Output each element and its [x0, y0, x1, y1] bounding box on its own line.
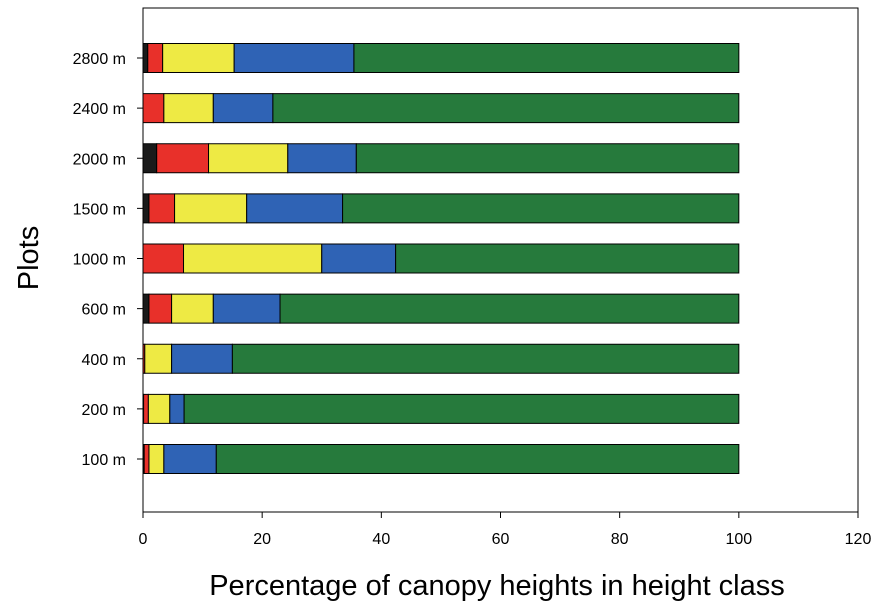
bar-segment-1-2: [143, 444, 150, 474]
bar-segment-6-4: [246, 193, 344, 224]
bars-layer: [142, 43, 740, 474]
bar-segment-8-4: [212, 93, 274, 124]
bar-segment-4-4: [212, 293, 281, 324]
bar-segment-1-3: [148, 444, 165, 474]
bar-segment-9-3: [162, 43, 235, 73]
bar-segment-7-4: [287, 143, 357, 174]
bar-segment-6-1: [142, 193, 150, 224]
bar-segment-6-3: [174, 193, 248, 224]
y-tick-label: 2000 m: [73, 151, 126, 168]
bar-segment-4-5: [279, 293, 740, 324]
bar-segment-5-2: [142, 243, 185, 274]
bar-segment-7-5: [355, 143, 740, 174]
y-axis: 100 m 200 m 400 m 600 m 1000 m 1500 m 2000 m 24…: [73, 51, 143, 469]
bar-segment-7-1: [142, 143, 158, 174]
y-tick-label: 1500 m: [73, 201, 126, 218]
y-tick-label: 400 m: [82, 352, 126, 369]
bar-segment-5-4: [321, 243, 397, 274]
bar-segment-3-3: [144, 343, 173, 374]
x-tick-label: 20: [253, 531, 271, 548]
bar-segment-2-3: [147, 393, 171, 424]
y-tick-label: 100 m: [82, 452, 126, 469]
bar-segment-8-2: [142, 93, 165, 124]
bar-segment-4-1: [142, 293, 150, 324]
bar-segment-1-4: [163, 444, 217, 474]
bar-segment-3-4: [171, 343, 233, 374]
bar-segment-3-5: [231, 343, 740, 374]
bar-segment-8-5: [272, 93, 740, 124]
bar-segment-8-3: [163, 93, 214, 124]
bar-segment-5-3: [183, 243, 323, 274]
x-axis: 0 20 40 60 80 100 120: [139, 512, 872, 548]
bar-segment-7-3: [208, 143, 289, 174]
bar-segment-9-1: [142, 43, 149, 73]
bar-segment-5-5: [395, 243, 740, 274]
bar-segment-9-2: [147, 43, 164, 73]
bar-segment-2-4: [169, 393, 185, 424]
bar-segment-7-2: [156, 143, 210, 174]
y-tick-label: 2800 m: [73, 51, 126, 68]
bar-segment-1-5: [215, 444, 740, 474]
bar-segment-9-5: [353, 43, 740, 73]
x-tick-label: 80: [611, 531, 629, 548]
x-tick-label: 40: [372, 531, 390, 548]
bar-segment-6-2: [148, 193, 176, 224]
bar-segment-6-5: [342, 193, 740, 224]
y-tick-label: 600 m: [82, 302, 126, 319]
y-tick-label: 2400 m: [73, 101, 126, 118]
x-axis-title: Percentage of canopy heights in height c…: [209, 570, 785, 602]
x-tick-label: 120: [845, 531, 872, 548]
x-tick-label: 0: [139, 531, 148, 548]
bar-segment-4-2: [148, 293, 173, 324]
y-tick-label: 200 m: [82, 402, 126, 419]
bar-segment-2-2: [143, 393, 149, 424]
bar-segment-4-3: [171, 293, 214, 324]
y-axis-title: Plots: [13, 226, 45, 290]
x-tick-label: 100: [725, 531, 752, 548]
bar-segment-2-5: [183, 393, 740, 424]
bar-segment-9-4: [233, 43, 355, 73]
y-tick-label: 1000 m: [73, 252, 126, 269]
x-tick-label: 60: [492, 531, 510, 548]
